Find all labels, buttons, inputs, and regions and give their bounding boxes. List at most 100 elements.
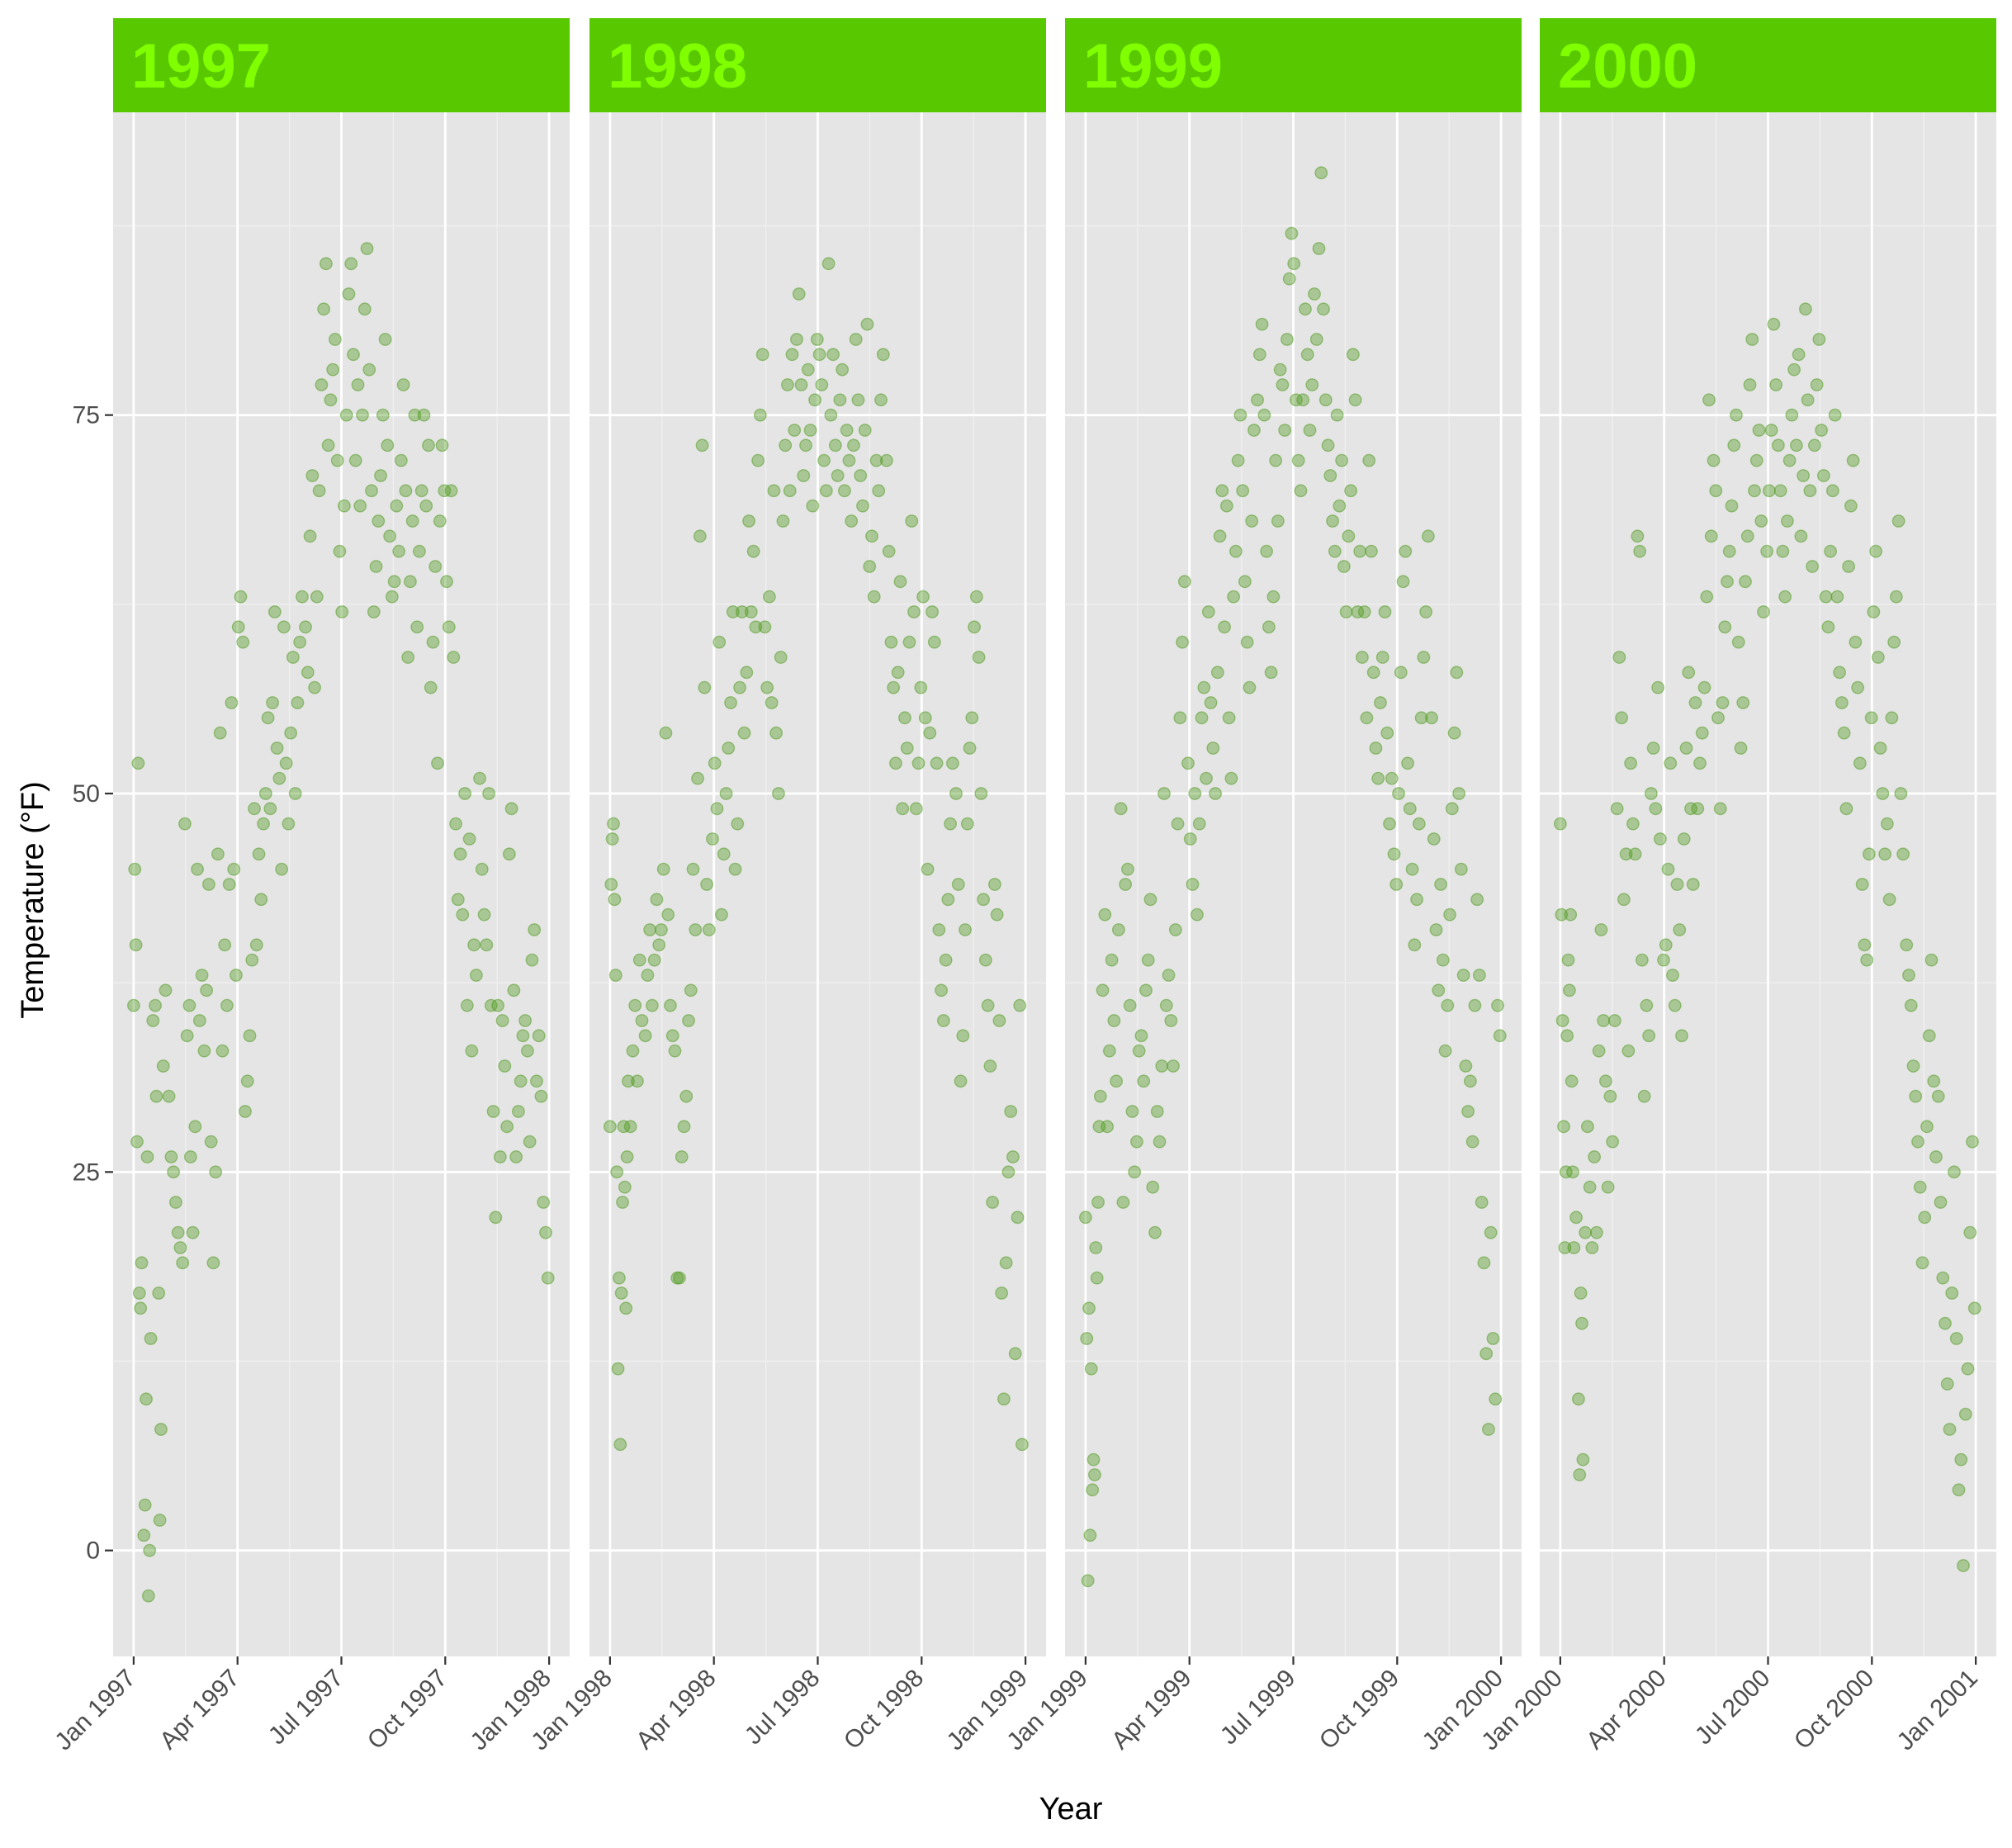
- data-point: [1186, 878, 1200, 891]
- data-point: [275, 862, 289, 876]
- data-point: [1362, 453, 1376, 467]
- data-point: [1880, 817, 1894, 831]
- data-point: [131, 756, 145, 770]
- data-point: [1318, 393, 1333, 407]
- data-point: [1401, 756, 1414, 770]
- data-point: [930, 756, 944, 770]
- data-point: [863, 560, 877, 573]
- data-point: [374, 469, 387, 482]
- data-point: [528, 923, 542, 936]
- data-point: [1266, 590, 1281, 604]
- data-point: [645, 998, 659, 1012]
- data-point: [245, 953, 259, 967]
- data-point: [1628, 847, 1642, 861]
- data-point: [968, 620, 981, 634]
- data-point: [1934, 1196, 1948, 1209]
- data-point: [1157, 787, 1171, 800]
- data-point: [1743, 378, 1757, 391]
- data-point: [1664, 756, 1678, 770]
- data-point: [951, 878, 965, 891]
- data-point: [197, 1044, 211, 1058]
- data-point: [1008, 1347, 1022, 1361]
- data-point: [149, 998, 162, 1012]
- data-point: [785, 348, 799, 362]
- data-point: [1470, 893, 1484, 907]
- data-point: [254, 893, 268, 907]
- data-point: [460, 998, 474, 1012]
- data-point: [308, 680, 322, 694]
- data-point: [603, 1120, 617, 1134]
- data-point: [149, 1089, 163, 1103]
- data-point: [960, 817, 974, 831]
- data-point: [867, 590, 881, 604]
- data-point: [486, 1105, 500, 1118]
- data-point: [623, 1120, 637, 1134]
- data-point: [182, 998, 196, 1012]
- data-point: [1769, 378, 1783, 391]
- data-point: [1082, 1301, 1096, 1315]
- data-point: [1111, 923, 1125, 936]
- data-point: [969, 590, 983, 604]
- data-point: [1727, 438, 1741, 453]
- data-point: [1114, 802, 1128, 816]
- data-point: [372, 514, 386, 528]
- data-point: [1560, 1029, 1574, 1043]
- data-point: [1339, 605, 1353, 618]
- data-point: [987, 878, 1001, 891]
- data-point: [1206, 742, 1220, 755]
- data-point: [394, 453, 408, 467]
- data-point: [783, 484, 797, 498]
- data-point: [1948, 1165, 1961, 1179]
- data-point: [1456, 969, 1470, 982]
- data-point: [1909, 1089, 1923, 1103]
- data-point: [1141, 953, 1155, 967]
- data-point: [1754, 514, 1768, 528]
- data-point: [1204, 696, 1218, 709]
- data-point: [381, 438, 395, 453]
- data-point: [200, 983, 214, 997]
- x-tick-label: Oct 1998: [839, 1665, 929, 1755]
- data-point: [225, 696, 239, 709]
- data-point: [1571, 1392, 1585, 1406]
- data-point: [1644, 787, 1658, 800]
- x-tick-label: Jul 2000: [1690, 1665, 1776, 1751]
- data-point: [884, 635, 898, 649]
- data-point: [1716, 696, 1730, 709]
- data-point: [677, 1120, 691, 1134]
- data-point: [1308, 287, 1321, 301]
- data-point: [1233, 408, 1247, 422]
- data-point: [1240, 635, 1254, 649]
- data-point: [351, 378, 365, 391]
- data-point: [949, 787, 963, 800]
- data-point: [1191, 907, 1204, 922]
- data-point: [655, 923, 668, 936]
- data-point: [1167, 1059, 1180, 1073]
- data-point: [1162, 969, 1176, 982]
- data-point: [842, 453, 856, 467]
- data-point: [444, 484, 458, 498]
- data-point: [1385, 771, 1399, 785]
- data-point: [353, 499, 367, 513]
- data-point: [365, 484, 378, 498]
- data-point: [1357, 605, 1371, 618]
- data-point: [889, 756, 902, 770]
- data-point: [999, 1256, 1013, 1270]
- data-point: [1924, 953, 1939, 967]
- data-point: [1566, 1165, 1579, 1179]
- data-point: [620, 1150, 634, 1163]
- data-point: [1649, 802, 1663, 816]
- data-point: [1773, 484, 1787, 498]
- data-point: [608, 893, 622, 907]
- data-point: [656, 862, 670, 876]
- data-point: [1677, 832, 1691, 846]
- data-point: [236, 635, 250, 649]
- x-tick-label: Oct 1999: [1314, 1665, 1404, 1755]
- data-point: [1918, 1211, 1932, 1225]
- data-point: [1913, 1180, 1927, 1194]
- data-point: [215, 1044, 230, 1058]
- data-point: [1867, 605, 1881, 618]
- data-point: [959, 923, 972, 936]
- data-point: [1200, 771, 1213, 785]
- data-point: [493, 1150, 507, 1163]
- data-point: [1819, 590, 1833, 604]
